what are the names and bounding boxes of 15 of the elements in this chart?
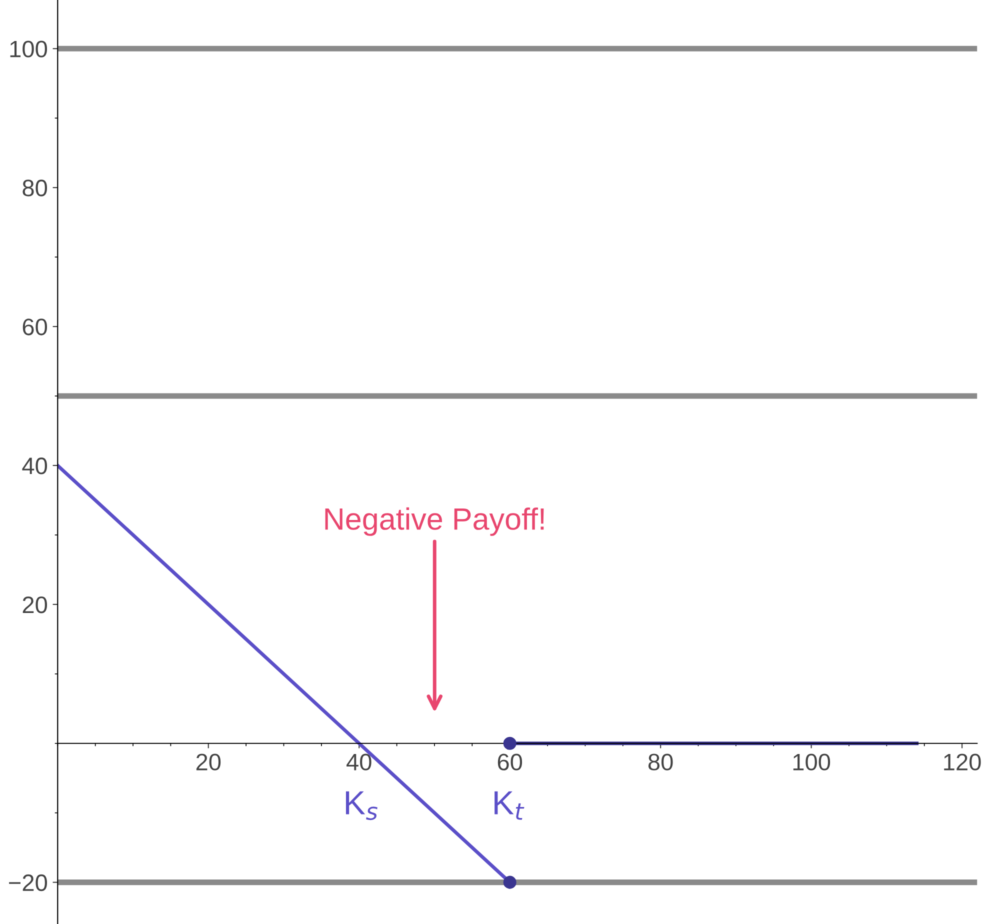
x-tick-label: 40 <box>346 754 372 770</box>
x-tick-label: 20 <box>196 754 221 770</box>
annotation: K$_{s}$ <box>346 791 378 820</box>
y-tick-label: 20 <box>22 596 48 614</box>
y-tick-label: 80 <box>22 180 48 196</box>
x-tick-label: 120 <box>944 754 981 770</box>
x-tick-label: 80 <box>648 754 673 770</box>
y-tick-label: 100 <box>10 40 48 58</box>
x-tick-label: 60 <box>498 754 522 770</box>
annotation: K$_{t}$ <box>494 791 524 820</box>
y-tick-label: −20 <box>9 874 48 892</box>
y-tick-label: 40 <box>22 458 48 474</box>
y-tick-label: 60 <box>22 318 48 336</box>
annotation: Negative Payoff! <box>325 507 544 536</box>
x-tick-label: 100 <box>793 754 830 770</box>
